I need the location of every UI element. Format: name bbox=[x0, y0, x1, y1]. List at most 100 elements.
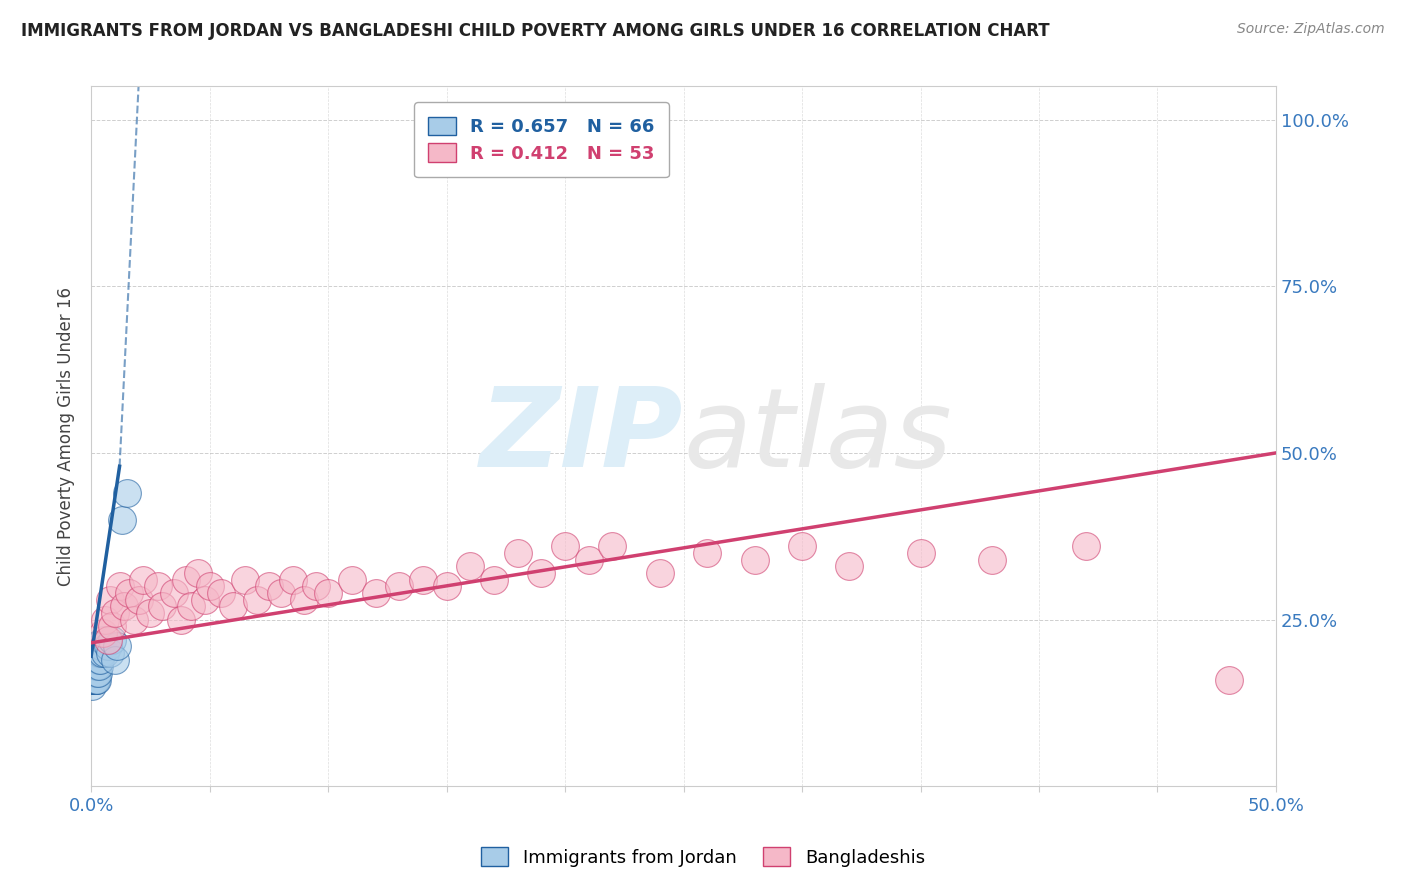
Point bbox=[83, 665, 105, 680]
Point bbox=[86, 646, 108, 660]
Point bbox=[648, 566, 671, 580]
Point bbox=[139, 606, 162, 620]
Point bbox=[84, 659, 107, 673]
Point bbox=[744, 552, 766, 566]
Point bbox=[83, 646, 105, 660]
Point bbox=[82, 673, 104, 687]
Point bbox=[316, 586, 339, 600]
Text: ZIP: ZIP bbox=[479, 383, 683, 490]
Point bbox=[554, 539, 576, 553]
Point bbox=[233, 573, 256, 587]
Point bbox=[84, 639, 107, 653]
Point bbox=[86, 665, 108, 680]
Point bbox=[82, 646, 104, 660]
Point bbox=[86, 652, 108, 666]
Point bbox=[83, 652, 105, 666]
Point bbox=[83, 646, 105, 660]
Point bbox=[84, 639, 107, 653]
Point bbox=[150, 599, 173, 614]
Point bbox=[104, 652, 127, 666]
Point bbox=[101, 632, 124, 647]
Point bbox=[82, 665, 104, 680]
Text: IMMIGRANTS FROM JORDAN VS BANGLADESHI CHILD POVERTY AMONG GIRLS UNDER 16 CORRELA: IMMIGRANTS FROM JORDAN VS BANGLADESHI CH… bbox=[21, 22, 1050, 40]
Point bbox=[84, 646, 107, 660]
Point bbox=[104, 606, 127, 620]
Point bbox=[82, 646, 104, 660]
Point bbox=[84, 659, 107, 673]
Point bbox=[180, 599, 202, 614]
Point bbox=[87, 646, 110, 660]
Point bbox=[112, 599, 135, 614]
Point bbox=[211, 586, 233, 600]
Point bbox=[82, 639, 104, 653]
Point bbox=[84, 652, 107, 666]
Point bbox=[83, 659, 105, 673]
Point bbox=[84, 652, 107, 666]
Point bbox=[83, 639, 105, 653]
Point bbox=[294, 592, 316, 607]
Point bbox=[83, 673, 105, 687]
Point bbox=[82, 652, 104, 666]
Point bbox=[305, 579, 328, 593]
Y-axis label: Child Poverty Among Girls Under 16: Child Poverty Among Girls Under 16 bbox=[58, 286, 75, 586]
Point bbox=[82, 665, 104, 680]
Point bbox=[91, 625, 114, 640]
Point bbox=[87, 665, 110, 680]
Legend: Immigrants from Jordan, Bangladeshis: Immigrants from Jordan, Bangladeshis bbox=[474, 840, 932, 874]
Point bbox=[82, 646, 104, 660]
Point bbox=[246, 592, 269, 607]
Point bbox=[82, 665, 104, 680]
Point bbox=[128, 592, 150, 607]
Point bbox=[83, 659, 105, 673]
Point bbox=[83, 665, 105, 680]
Point bbox=[86, 646, 108, 660]
Text: atlas: atlas bbox=[683, 383, 952, 490]
Point bbox=[91, 632, 114, 647]
Point bbox=[86, 652, 108, 666]
Point bbox=[87, 652, 110, 666]
Point bbox=[838, 559, 860, 574]
Point bbox=[98, 646, 121, 660]
Point bbox=[82, 659, 104, 673]
Point bbox=[506, 546, 529, 560]
Point bbox=[84, 646, 107, 660]
Point bbox=[146, 579, 169, 593]
Point bbox=[101, 619, 124, 633]
Point bbox=[84, 665, 107, 680]
Point bbox=[105, 639, 128, 653]
Point bbox=[80, 659, 103, 673]
Point bbox=[89, 652, 111, 666]
Point bbox=[170, 613, 193, 627]
Point bbox=[90, 639, 112, 653]
Point bbox=[482, 573, 505, 587]
Point bbox=[364, 586, 387, 600]
Point bbox=[86, 659, 108, 673]
Point bbox=[86, 639, 108, 653]
Point bbox=[388, 579, 411, 593]
Point bbox=[97, 632, 120, 647]
Point bbox=[84, 673, 107, 687]
Point bbox=[83, 639, 105, 653]
Point bbox=[174, 573, 197, 587]
Point bbox=[80, 679, 103, 693]
Point bbox=[132, 573, 155, 587]
Point bbox=[270, 586, 292, 600]
Point bbox=[198, 579, 221, 593]
Point bbox=[90, 646, 112, 660]
Point bbox=[194, 592, 217, 607]
Point bbox=[89, 659, 111, 673]
Point bbox=[94, 646, 117, 660]
Point bbox=[86, 673, 108, 687]
Point bbox=[84, 673, 107, 687]
Point bbox=[412, 573, 434, 587]
Point bbox=[82, 652, 104, 666]
Point bbox=[696, 546, 718, 560]
Point bbox=[1076, 539, 1098, 553]
Point bbox=[910, 546, 932, 560]
Point bbox=[115, 486, 138, 500]
Point bbox=[530, 566, 553, 580]
Point bbox=[790, 539, 813, 553]
Point bbox=[86, 639, 108, 653]
Point bbox=[163, 586, 186, 600]
Point bbox=[89, 646, 111, 660]
